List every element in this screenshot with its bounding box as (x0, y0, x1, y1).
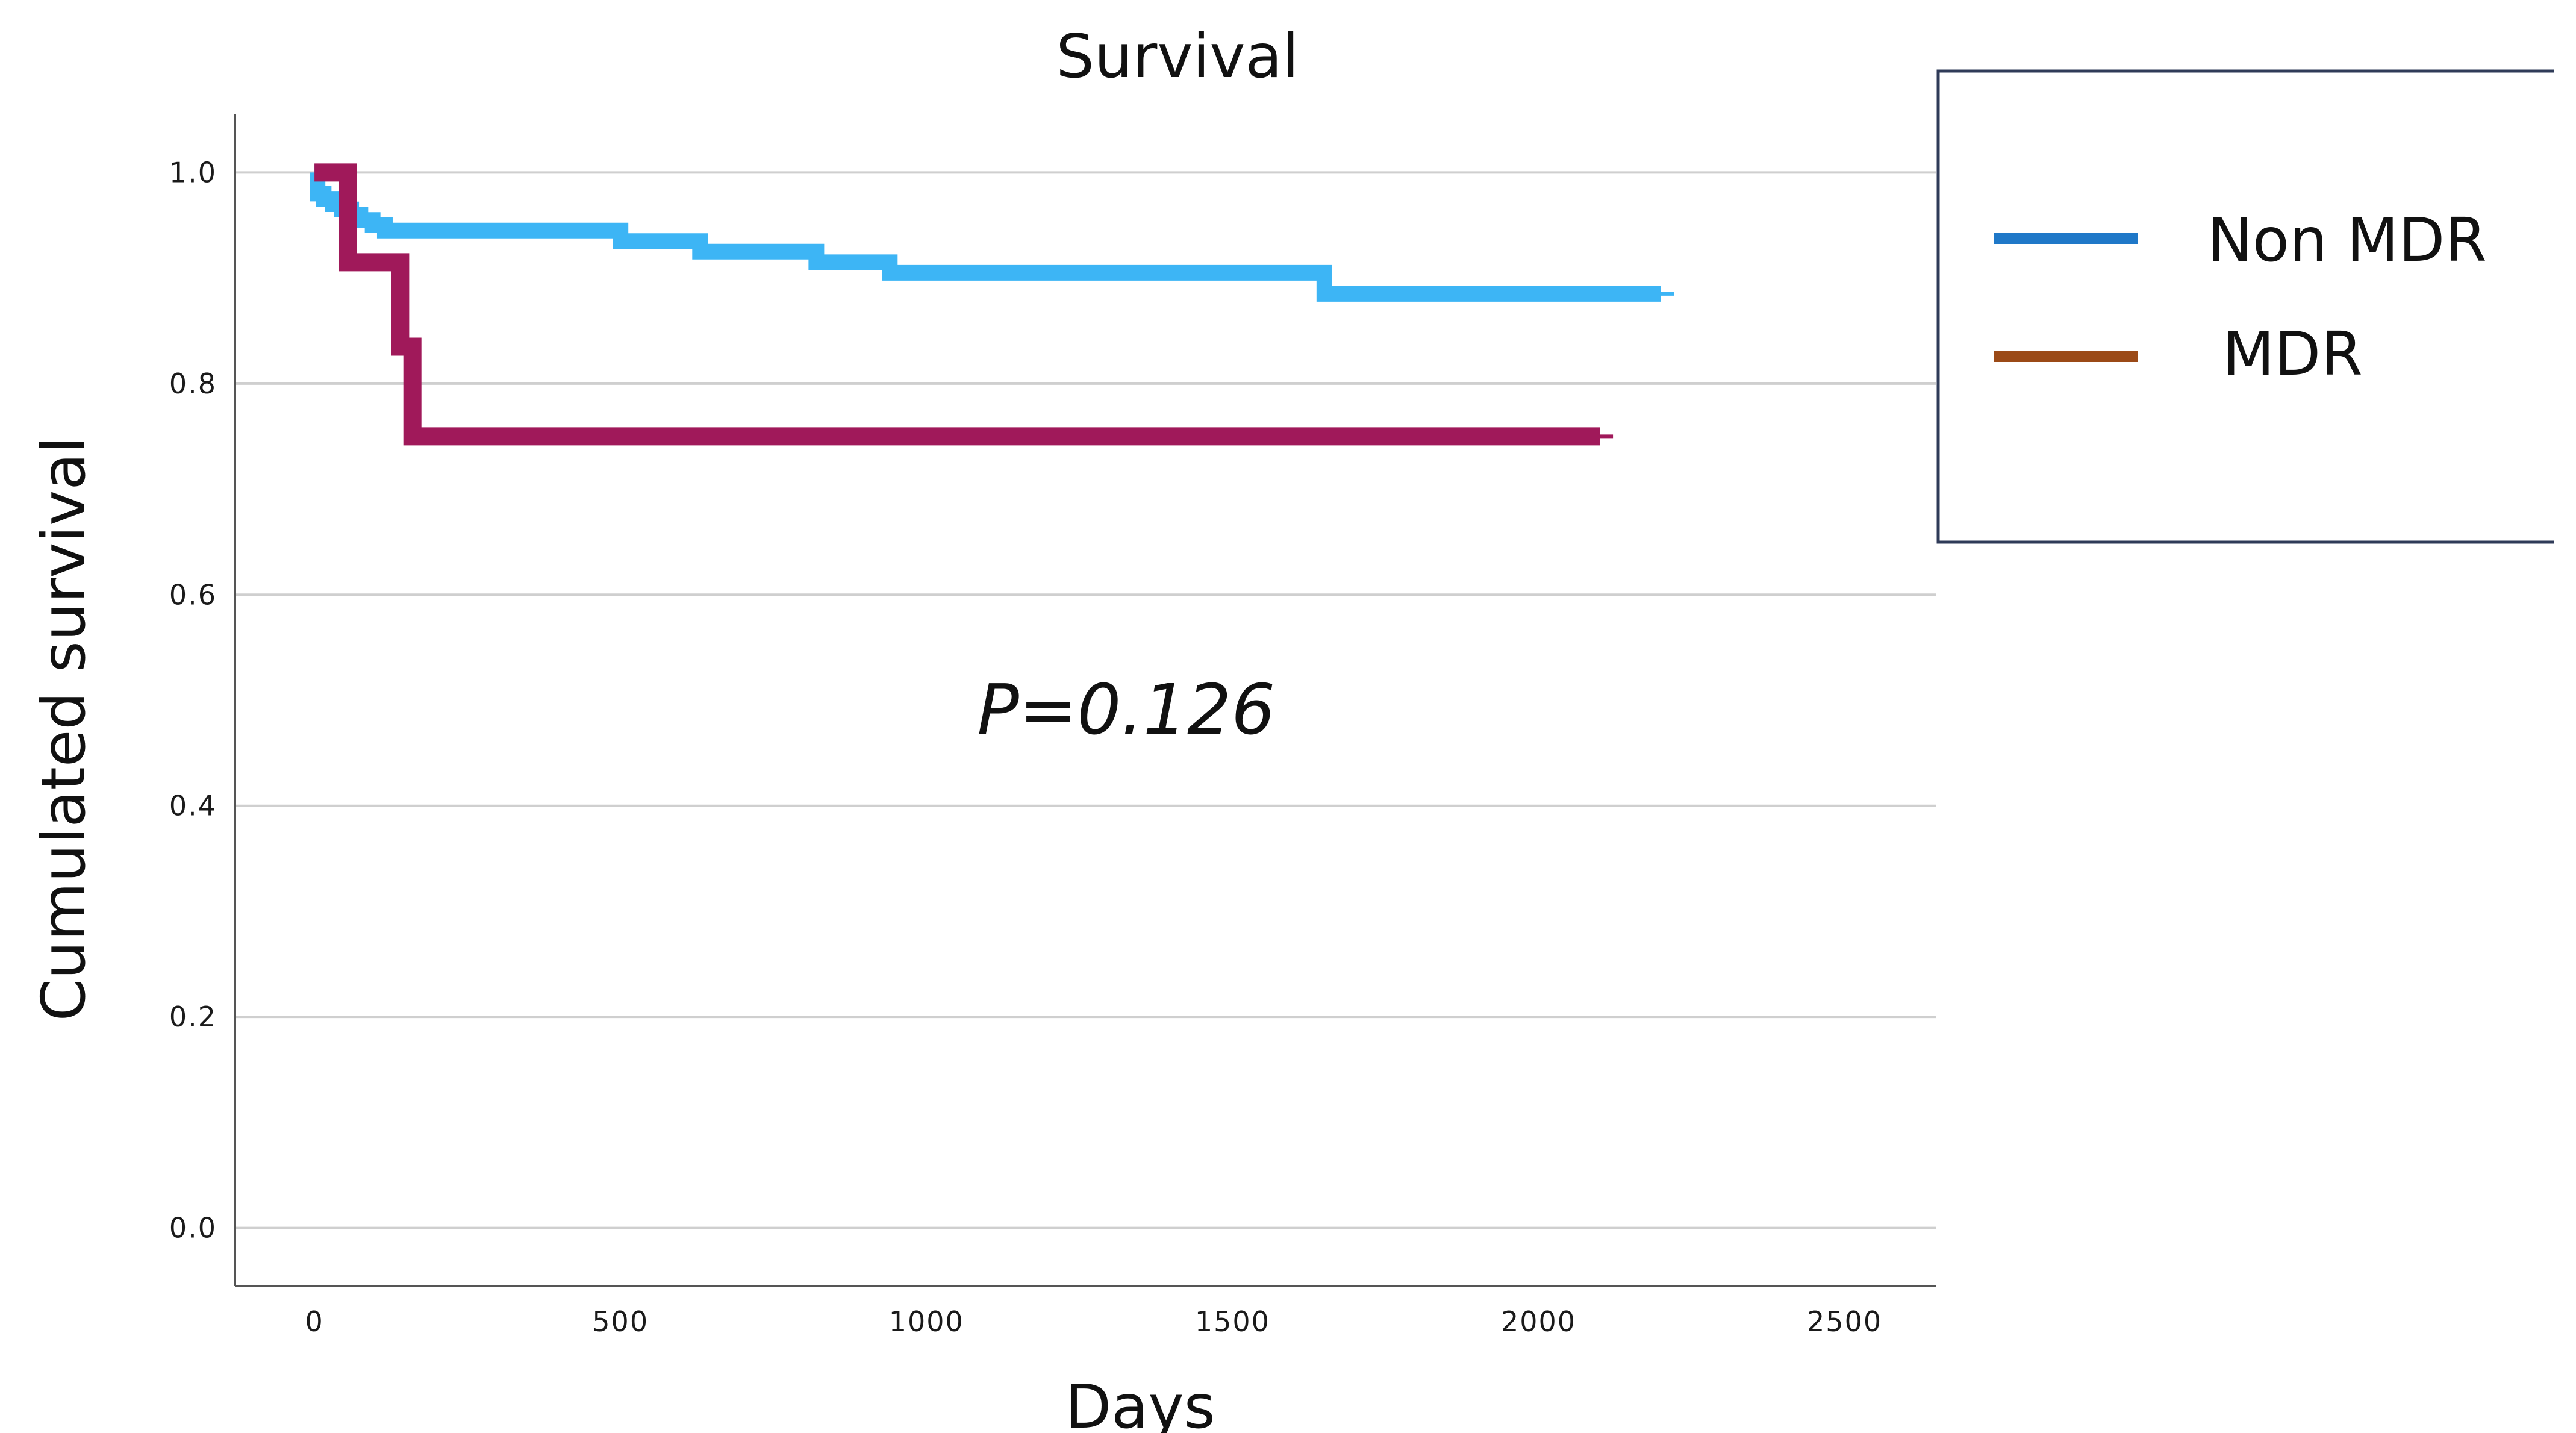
x-tick-label: 500 (592, 1305, 649, 1338)
series-line-non-mdr (310, 164, 1661, 302)
grid-lines (235, 171, 1936, 1229)
x-axis-title: Days (1065, 1372, 1215, 1433)
series-lines (310, 163, 1674, 446)
legend-box (1936, 69, 2554, 544)
x-tick-labels: 0 500 1000 1500 2000 2500 (305, 1305, 1882, 1338)
y-axis-title: Cumulated survival (28, 437, 99, 1022)
series-line-mdr (314, 163, 1600, 446)
y-tick-label: 0.4 (169, 790, 217, 822)
y-tick-label: 0.2 (169, 1001, 217, 1033)
y-tick-labels: 0.0 0.2 0.4 0.6 0.8 1.0 (169, 156, 217, 1244)
legend-label-non-mdr: Non MDR (2207, 205, 2487, 275)
x-tick-label: 1000 (889, 1305, 964, 1338)
y-tick-label: 0.6 (169, 578, 217, 611)
y-tick-label: 1.0 (169, 156, 217, 189)
chart-title: Survival (1056, 21, 1299, 92)
x-tick-label: 0 (305, 1305, 323, 1338)
x-tick-label: 2500 (1807, 1305, 1882, 1338)
y-tick-label: 0.8 (169, 367, 217, 400)
x-tick-label: 2000 (1501, 1305, 1576, 1338)
y-tick-label: 0.0 (169, 1212, 217, 1244)
legend: Non MDR MDR (1936, 69, 2554, 544)
legend-label-mdr: MDR (2222, 319, 2363, 389)
x-tick-label: 1500 (1195, 1305, 1270, 1338)
p-value-annotation: P=0.126 (978, 670, 1276, 751)
